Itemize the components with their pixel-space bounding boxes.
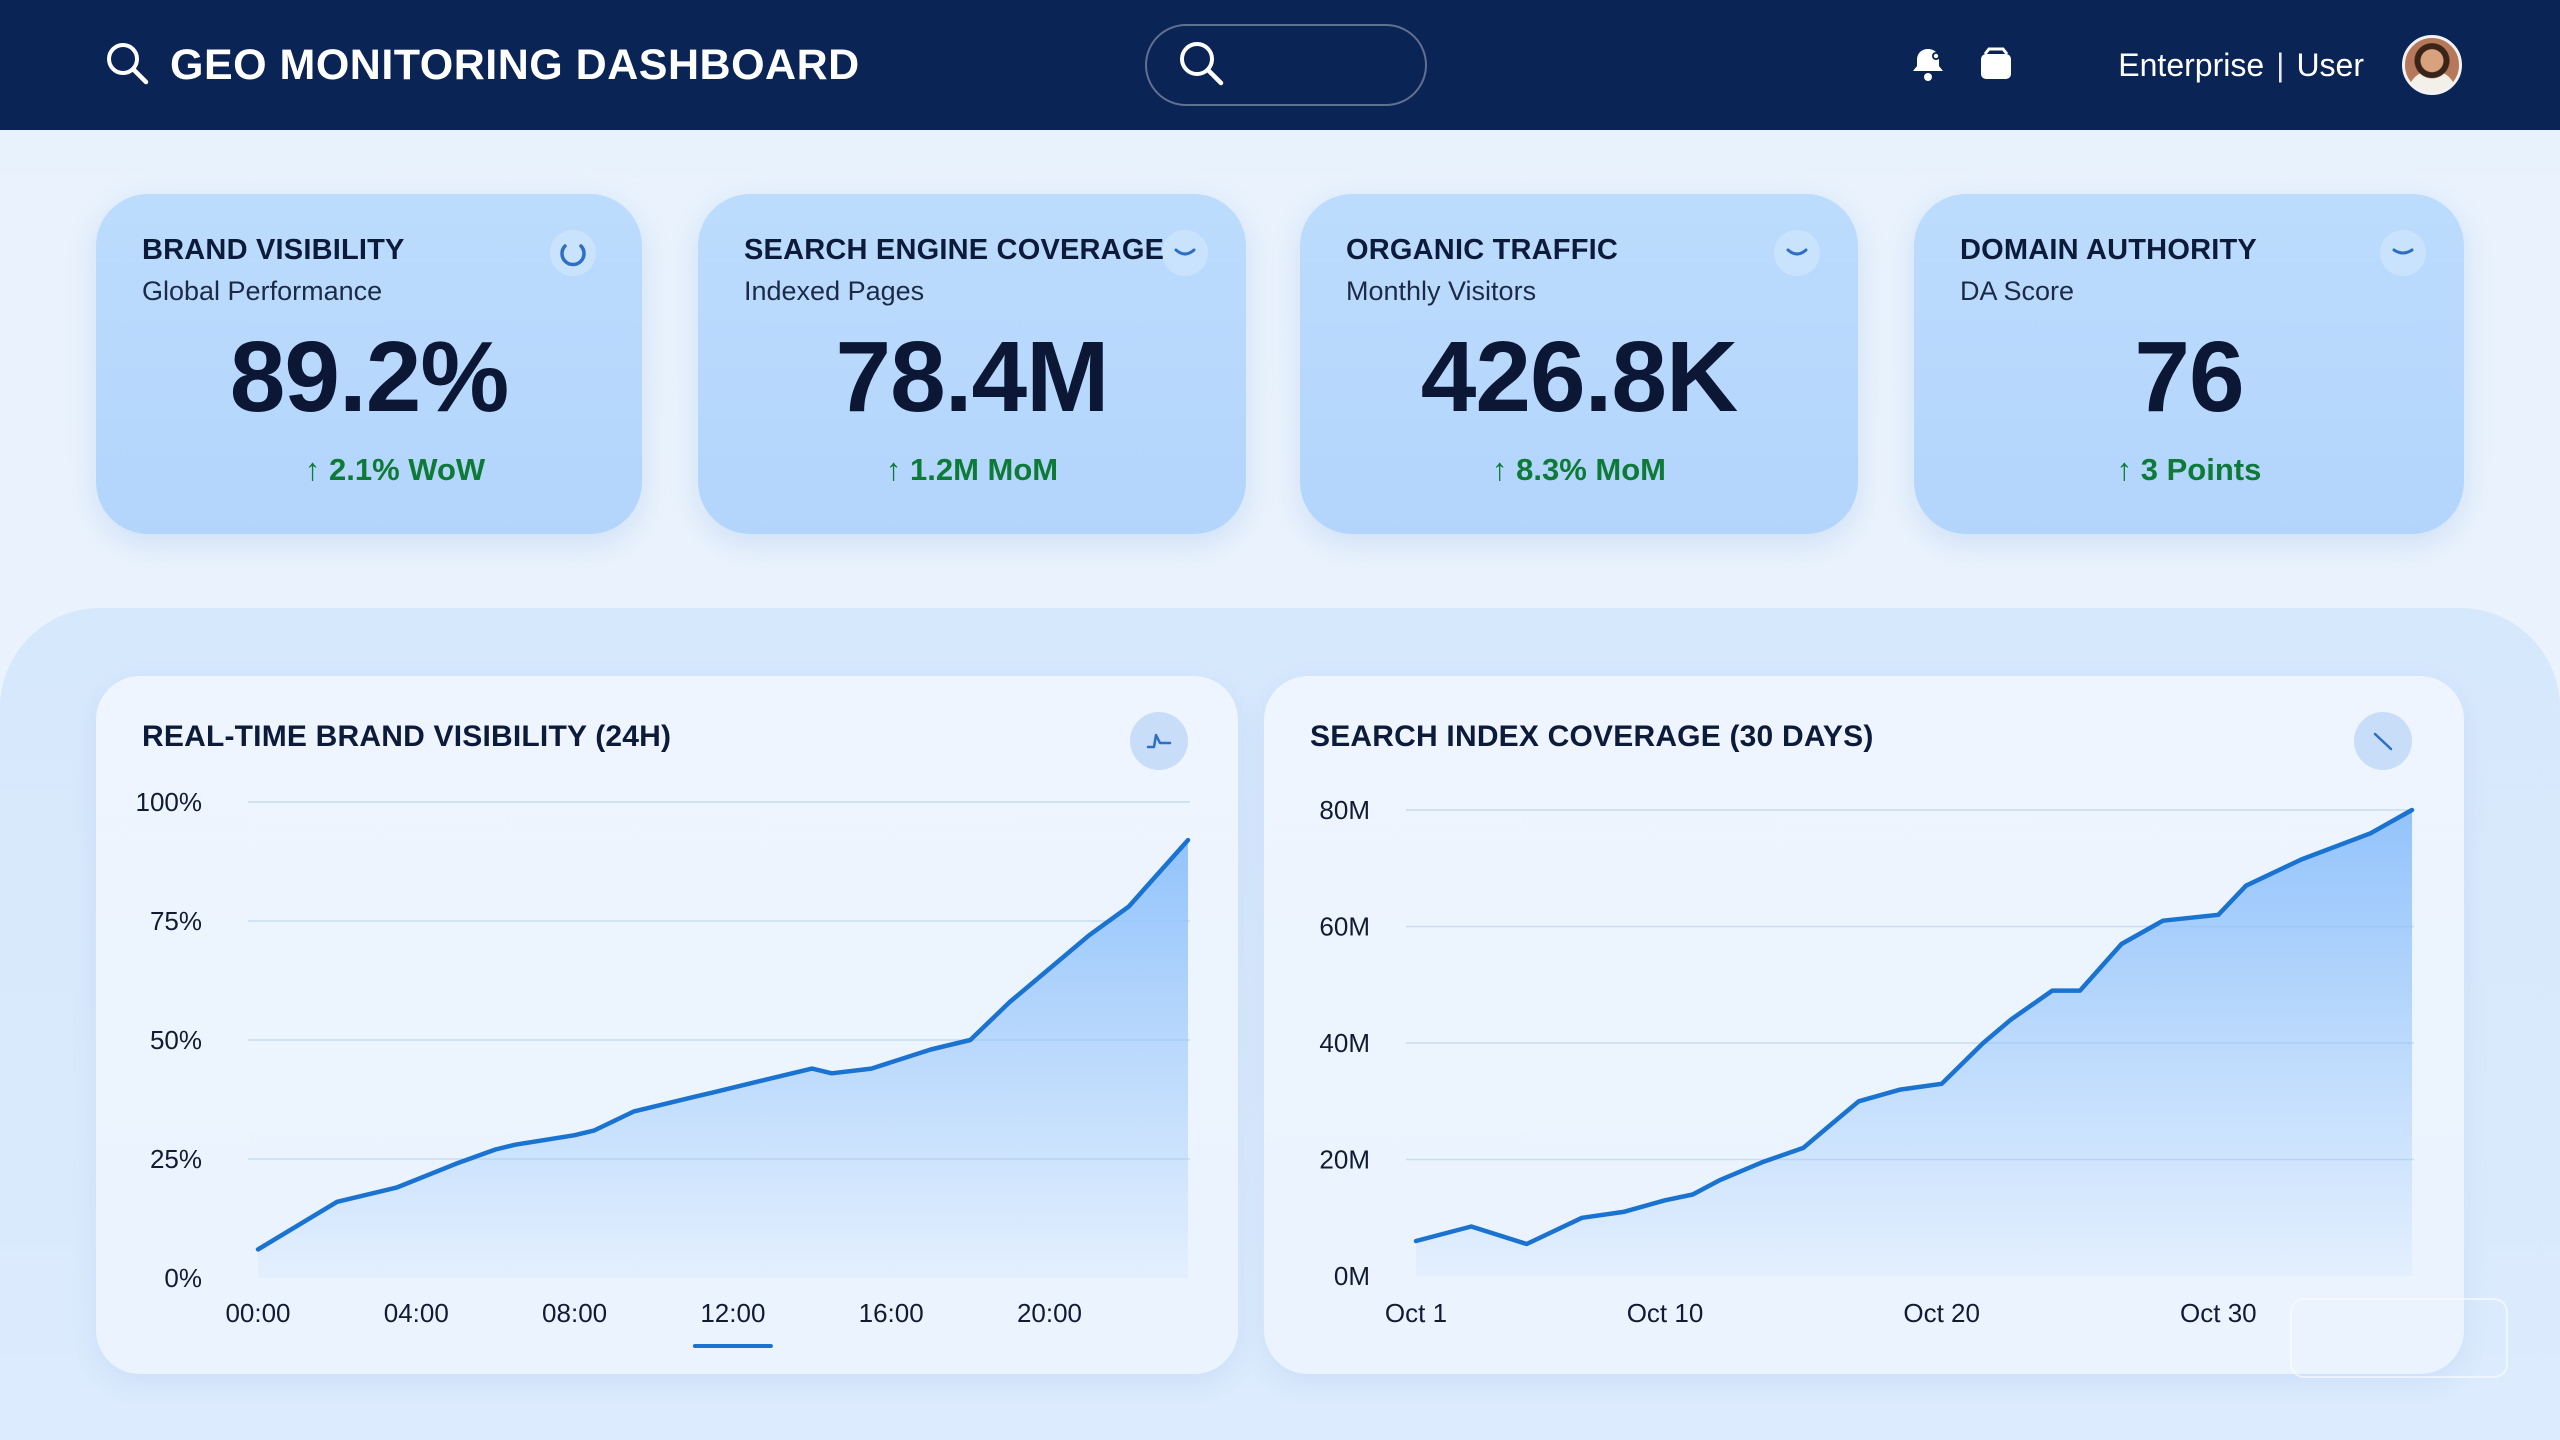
x-tick-label: Oct 20 [1903, 1298, 1980, 1328]
y-tick-label: 0M [1334, 1261, 1370, 1291]
kpi-title: BRAND VISIBILITY [142, 234, 405, 266]
kpi-title: ORGANIC TRAFFIC [1346, 234, 1619, 266]
kpi-subtitle: Monthly Visitors [1346, 276, 1537, 306]
page-title: GEO MONITORING DASHBOARD [170, 40, 860, 89]
x-tick-label[interactable]: 16:00 [859, 1298, 924, 1328]
y-tick-label: 60M [1319, 912, 1370, 942]
line-chart-icon[interactable] [1130, 712, 1188, 770]
kpi-card-search-engine-coverage[interactable]: SEARCH ENGINE COVERAGE Indexed Pages 78.… [698, 194, 1246, 534]
header-actions: Enterprise | User [1906, 0, 2462, 130]
y-tick-label: 80M [1319, 795, 1370, 825]
kpi-title: DOMAIN AUTHORITY [1960, 234, 2257, 266]
x-tick-label[interactable]: 08:00 [542, 1298, 607, 1328]
kpi-subtitle: Indexed Pages [744, 276, 925, 306]
kpi-card-organic-traffic[interactable]: ORGANIC TRAFFIC Monthly Visitors 426.8K … [1300, 194, 1858, 534]
chevron-down-icon[interactable] [2380, 230, 2426, 276]
x-tick-label: Oct 10 [1627, 1298, 1704, 1328]
kpi-value: 426.8K [1420, 321, 1738, 433]
x-tick-label[interactable]: 00:00 [225, 1298, 290, 1328]
notification-bell-icon[interactable] [1906, 43, 1950, 87]
y-tick-label: 0% [164, 1263, 202, 1293]
chevron-down-icon[interactable] [1774, 230, 1820, 276]
kpi-delta: ↑ 3 Points [2116, 452, 2262, 487]
account-separator: | [2276, 46, 2285, 83]
inbox-icon[interactable] [1974, 43, 2018, 87]
kpi-value: 89.2% [229, 321, 510, 433]
y-tick-label: 100% [136, 787, 203, 817]
brand-visibility-chart[interactable]: 0% 25% 50% 75% 100% 00:00 04:00 08:00 12:00 16:00… [96, 676, 1238, 1374]
series-line[interactable] [255, 837, 1191, 1252]
search-index-coverage-chart[interactable]: 0M 20M 40M 60M 80M Oct 1 Oct 10 Oct 20 Oct 30 [1264, 676, 2464, 1374]
account-plan: Enterprise [2118, 46, 2265, 83]
kpi-delta: ↑ 2.1% WoW [304, 452, 486, 487]
top-navigation-bar: GEO MONITORING DASHBOARD Enterprise | Us… [0, 0, 2560, 130]
chart-title: REAL-TIME BRAND VISIBILITY (24H) [142, 720, 672, 753]
kpi-delta: ↑ 1.2M MoM [885, 452, 1059, 487]
x-tick-label: Oct 30 [2180, 1298, 2257, 1328]
user-avatar[interactable] [2402, 35, 2462, 95]
y-tick-label: 25% [150, 1144, 202, 1174]
x-tick-label: Oct 1 [1385, 1298, 1447, 1328]
watermark [2290, 1298, 2508, 1378]
search-icon [1177, 39, 1225, 92]
chart-card-search-index-coverage: SEARCH INDEX COVERAGE (30 DAYS) 0M 20M 40M… [1264, 676, 2464, 1374]
kpi-card-brand-visibility[interactable]: BRAND VISIBILITY Global Performance 89.2… [96, 194, 642, 534]
chart-title: SEARCH INDEX COVERAGE (30 DAYS) [1310, 720, 1874, 753]
x-tick-label[interactable]: 20:00 [1017, 1298, 1082, 1328]
kpi-delta: ↑ 8.3% MoM [1492, 452, 1666, 487]
trend-line-icon[interactable] [2354, 712, 2412, 770]
kpi-value: 76 [2134, 321, 2244, 433]
series-area [258, 840, 1188, 1278]
kpi-subtitle: DA Score [1960, 276, 2075, 306]
series-line[interactable] [1413, 807, 2415, 1247]
y-tick-label: 20M [1319, 1145, 1370, 1175]
kpi-value: 78.4M [835, 321, 1110, 433]
account-menu[interactable]: Enterprise | User [2118, 47, 2364, 84]
y-tick-label: 50% [150, 1025, 202, 1055]
kpi-card-domain-authority[interactable]: DOMAIN AUTHORITY DA Score 76 ↑ 3 Points [1914, 194, 2464, 534]
kpi-subtitle: Global Performance [142, 276, 383, 306]
x-tick-label[interactable]: 12:00 [700, 1298, 765, 1328]
kpi-title: SEARCH ENGINE COVERAGE [744, 234, 1165, 266]
search-input[interactable] [1145, 24, 1427, 106]
brand: GEO MONITORING DASHBOARD [104, 0, 860, 130]
refresh-icon[interactable] [550, 230, 596, 276]
chevron-down-icon[interactable] [1162, 230, 1208, 276]
series-area [1416, 810, 2412, 1276]
y-tick-label: 75% [150, 906, 202, 936]
x-tick-label[interactable]: 04:00 [384, 1298, 449, 1328]
account-role: User [2296, 46, 2364, 83]
search-icon[interactable] [104, 40, 150, 91]
y-tick-label: 40M [1319, 1028, 1370, 1058]
chart-card-brand-visibility: REAL-TIME BRAND VISIBILITY (24H) 0% 25% 50… [96, 676, 1238, 1374]
